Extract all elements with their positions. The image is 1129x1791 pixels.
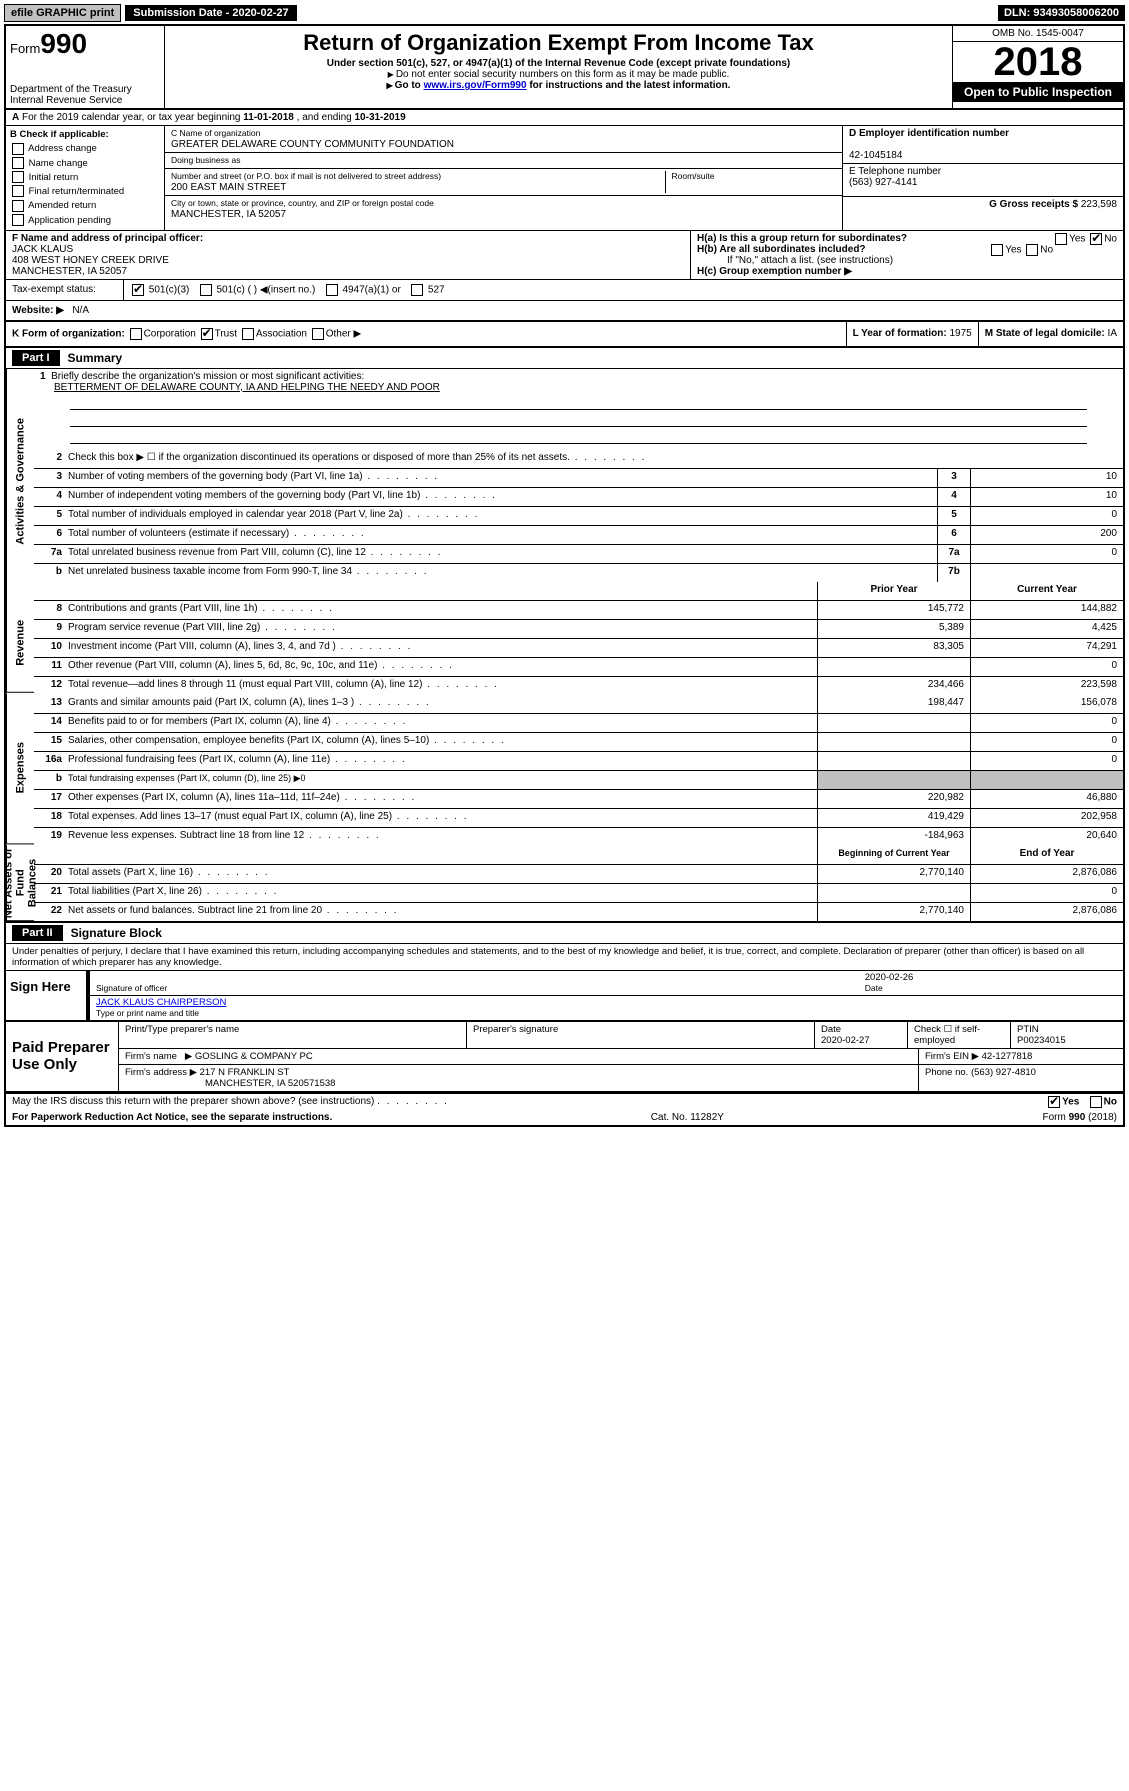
chk-name[interactable] bbox=[12, 157, 24, 169]
discuss-question: May the IRS discuss this return with the… bbox=[12, 1096, 449, 1108]
pra-notice: For Paperwork Reduction Act Notice, see … bbox=[12, 1112, 332, 1123]
discuss-no[interactable] bbox=[1090, 1096, 1102, 1108]
sidebar-governance: Activities & Governance bbox=[6, 369, 34, 595]
hb-no[interactable] bbox=[1026, 244, 1038, 256]
chk-501c[interactable] bbox=[200, 284, 212, 296]
col-b-checkboxes: B Check if applicable: Address change Na… bbox=[6, 126, 165, 230]
org-name: GREATER DELAWARE COUNTY COMMUNITY FOUNDA… bbox=[171, 139, 454, 150]
org-city: MANCHESTER, IA 52057 bbox=[171, 209, 286, 220]
open-inspection: Open to Public Inspection bbox=[953, 82, 1123, 102]
telephone: (563) 927-4141 bbox=[849, 177, 917, 188]
chk-pending[interactable] bbox=[12, 214, 24, 226]
discuss-yes[interactable] bbox=[1048, 1096, 1060, 1108]
hdr-curr: Current Year bbox=[970, 582, 1123, 600]
chk-assoc[interactable] bbox=[242, 328, 254, 340]
form-container: Form990 Department of the Treasury Inter… bbox=[4, 24, 1125, 1127]
paid-preparer-label: Paid Preparer Use Only bbox=[6, 1022, 119, 1091]
sign-here-label: Sign Here bbox=[6, 971, 90, 1020]
subtitle-3: Go to www.irs.gov/Form990 for instructio… bbox=[171, 80, 946, 91]
hdr-end: End of Year bbox=[970, 846, 1123, 864]
chk-trust[interactable] bbox=[201, 328, 213, 340]
org-street: 200 EAST MAIN STREET bbox=[171, 182, 286, 193]
ein: 42-1045184 bbox=[849, 150, 902, 161]
efile-button[interactable]: efile GRAPHIC print bbox=[4, 4, 121, 22]
dln: DLN: 93493058006200 bbox=[998, 5, 1125, 21]
chk-address[interactable] bbox=[12, 143, 24, 155]
gross-receipts: 223,598 bbox=[1081, 199, 1117, 210]
sidebar-netassets: Net Assets or Fund Balances bbox=[6, 845, 34, 921]
mission-text: BETTERMENT OF DELAWARE COUNTY, IA AND HE… bbox=[40, 382, 440, 393]
m-state: M State of legal domicile: IA bbox=[979, 322, 1123, 346]
tax-status-label: Tax-exempt status: bbox=[6, 280, 124, 300]
ha-no[interactable] bbox=[1090, 233, 1102, 245]
chk-initial[interactable] bbox=[12, 171, 24, 183]
form-title: Return of Organization Exempt From Incom… bbox=[171, 30, 946, 56]
tax-status-opts: 501(c)(3) 501(c) ( ) ◀(insert no.) 4947(… bbox=[124, 280, 1123, 300]
part1-header: Part I bbox=[12, 350, 60, 366]
hdr-begin: Beginning of Current Year bbox=[817, 846, 970, 864]
part1-title: Summary bbox=[60, 351, 123, 365]
subtitle-2: Do not enter social security numbers on … bbox=[171, 69, 946, 80]
subtitle-1: Under section 501(c), 527, or 4947(a)(1)… bbox=[171, 58, 946, 69]
perjury-text: Under penalties of perjury, I declare th… bbox=[6, 944, 1123, 971]
officer-name[interactable]: JACK KLAUS CHAIRPERSON bbox=[96, 997, 226, 1008]
ha-yes[interactable] bbox=[1055, 233, 1067, 245]
dept-label: Department of the Treasury Internal Reve… bbox=[10, 84, 160, 106]
chk-other[interactable] bbox=[312, 328, 324, 340]
form-footer: Form 990 (2018) bbox=[1043, 1112, 1117, 1123]
form-number: Form990 bbox=[10, 28, 160, 60]
chk-501c3[interactable] bbox=[132, 284, 144, 296]
chk-4947[interactable] bbox=[326, 284, 338, 296]
irs-link[interactable]: www.irs.gov/Form990 bbox=[424, 80, 527, 91]
cat-no: Cat. No. 11282Y bbox=[651, 1112, 724, 1123]
hdr-prior: Prior Year bbox=[817, 582, 970, 600]
k-form-org: K Form of organization: Corporation Trus… bbox=[6, 322, 846, 346]
sidebar-expenses: Expenses bbox=[6, 693, 34, 844]
chk-final[interactable] bbox=[12, 185, 24, 197]
submission-label: Submission Date - 2020-02-27 bbox=[125, 5, 296, 21]
sidebar-revenue: Revenue bbox=[6, 594, 34, 693]
l-year: L Year of formation: 1975 bbox=[846, 322, 979, 346]
chk-amended[interactable] bbox=[12, 200, 24, 212]
chk-527[interactable] bbox=[411, 284, 423, 296]
row-a: A For the 2019 calendar year, or tax yea… bbox=[6, 110, 1123, 126]
hb-yes[interactable] bbox=[991, 244, 1003, 256]
chk-corp[interactable] bbox=[130, 328, 142, 340]
principal-officer: F Name and address of principal officer:… bbox=[6, 231, 690, 279]
topbar: efile GRAPHIC print Submission Date - 20… bbox=[4, 4, 1125, 22]
part2-header: Part II bbox=[12, 925, 63, 941]
website-row: Website: ▶ N/A bbox=[6, 301, 1123, 322]
part2-title: Signature Block bbox=[63, 926, 162, 940]
tax-year: 2018 bbox=[953, 42, 1123, 82]
